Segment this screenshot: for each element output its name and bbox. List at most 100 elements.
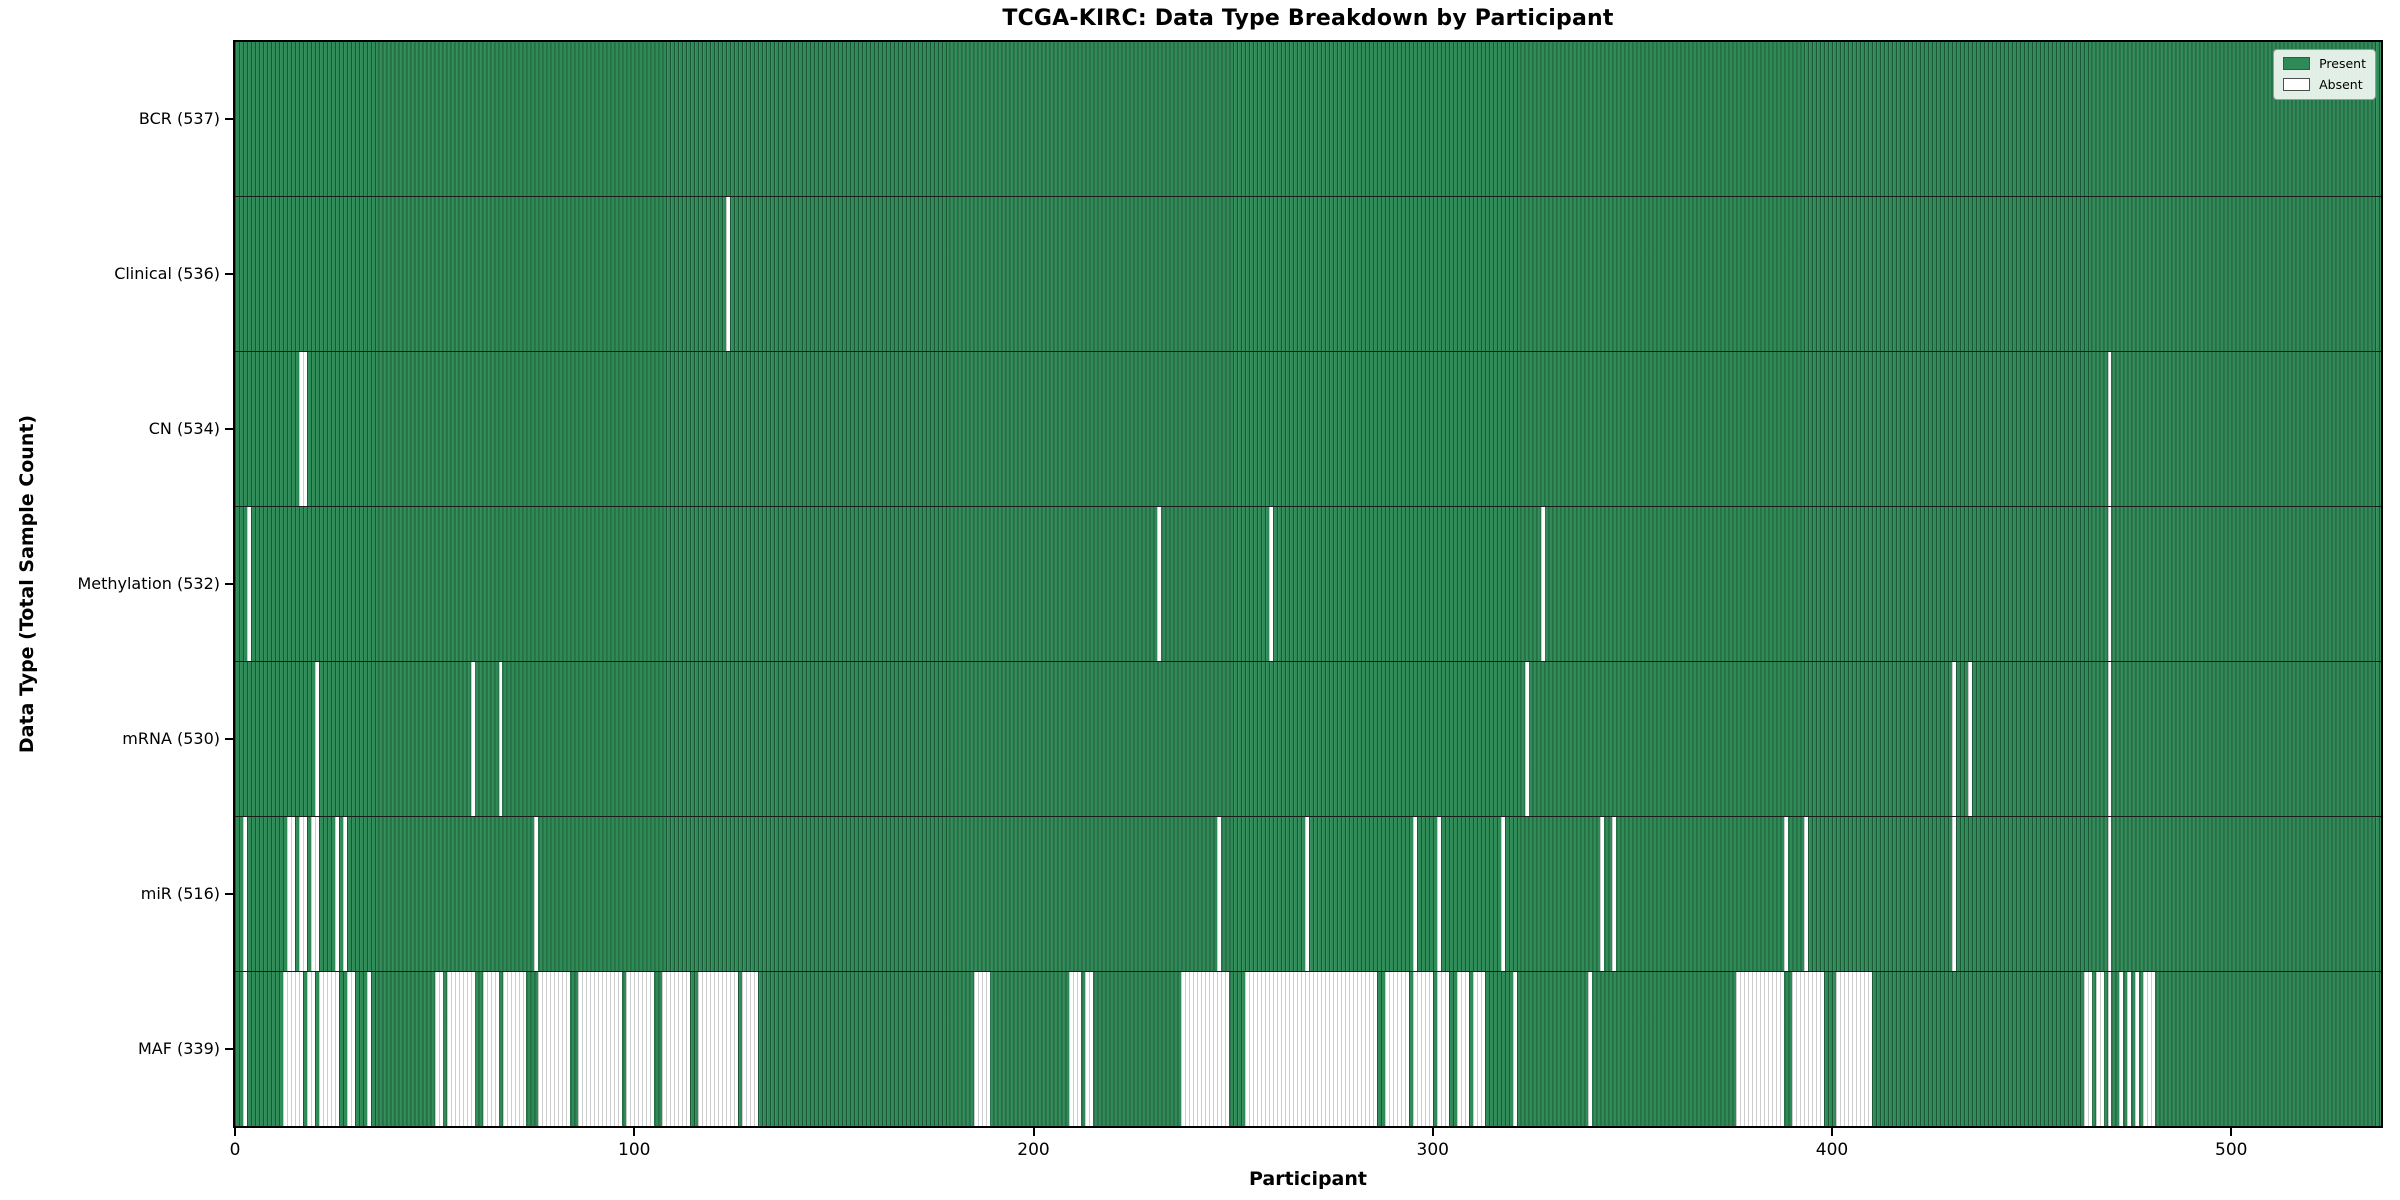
absent-bar (2127, 972, 2132, 1126)
y-tick-mark (225, 737, 233, 740)
absent-bar (1524, 662, 1529, 816)
row-BCR (235, 42, 2381, 197)
absent-bar (1384, 972, 1409, 1126)
row-mRNA (235, 662, 2381, 817)
absent-bar (1736, 972, 1785, 1126)
absent-bar (1512, 972, 1517, 1126)
row-CN (235, 352, 2381, 507)
absent-bar (1500, 817, 1505, 971)
x-tick-mark (234, 1128, 236, 1136)
absent-bar (1804, 817, 1809, 971)
absent-bar (482, 972, 499, 1126)
absent-bar (1181, 972, 1230, 1126)
absent-bar (298, 817, 307, 971)
absent-bar (2095, 972, 2104, 1126)
absent-bar (1269, 507, 1274, 661)
absent-bar (726, 197, 731, 351)
absent-bar (2107, 662, 2112, 816)
absent-bar (1951, 662, 1956, 816)
y-tick-label: miR (516) (140, 883, 220, 903)
absent-bar (973, 972, 990, 1126)
legend-entry: Absent (2283, 77, 2366, 92)
y-tick-label: mRNA (530) (122, 728, 220, 748)
absent-bar (1600, 817, 1605, 971)
y-tick-label: MAF (339) (137, 1038, 220, 1058)
absent-bar (2107, 972, 2112, 1126)
plot-area: Present Absent (233, 40, 2383, 1128)
x-axis-label: Participant (1248, 1168, 1367, 1190)
absent-bar (242, 972, 247, 1126)
absent-bar (1245, 972, 1377, 1126)
absent-bar (286, 817, 295, 971)
absent-bar (2143, 972, 2156, 1126)
absent-bar (1951, 817, 1956, 971)
x-tick-label: 0 (229, 1140, 241, 1160)
absent-bar (346, 972, 355, 1126)
absent-bar (246, 507, 251, 661)
absent-bar (1217, 817, 1222, 971)
absent-bar (538, 972, 571, 1126)
absent-bar (298, 352, 307, 506)
absent-bar (334, 817, 339, 971)
x-tick-mark (2230, 1128, 2233, 1136)
absent-bar (1472, 972, 1485, 1126)
absent-bar (306, 972, 315, 1126)
x-tick-label: 500 (2215, 1140, 2248, 1160)
absent-bar (1412, 972, 1433, 1126)
absent-bar (366, 972, 371, 1126)
y-tick-label: CN (534) (148, 419, 220, 439)
absent-bar (1436, 817, 1441, 971)
chart-title: TCGA-KIRC: Data Type Breakdown by Partic… (1002, 6, 1614, 31)
x-tick-mark (1431, 1128, 1434, 1136)
y-tick-mark (225, 273, 233, 276)
absent-bar (662, 972, 691, 1126)
absent-bar (534, 817, 539, 971)
y-tick-label: Clinical (536) (114, 264, 220, 284)
absent-bar (1305, 817, 1309, 971)
row-MAF (235, 972, 2381, 1126)
absent-bar (626, 972, 655, 1126)
legend: Present Absent (2273, 49, 2376, 100)
y-tick-label: BCR (537) (138, 109, 220, 129)
legend-swatch-icon (2283, 78, 2311, 91)
x-tick-label: 100 (618, 1140, 651, 1160)
absent-bar (2119, 972, 2124, 1126)
x-tick-label: 400 (1815, 1140, 1849, 1160)
absent-bar (2107, 507, 2112, 661)
absent-bar (502, 972, 527, 1126)
absent-bar (1157, 507, 1162, 661)
absent-bar (1836, 972, 1872, 1126)
absent-bar (342, 817, 347, 971)
y-tick-label: Methylation (532) (77, 574, 220, 593)
absent-bar (318, 972, 339, 1126)
legend-label: Present (2319, 56, 2366, 71)
absent-bar (578, 972, 623, 1126)
absent-bar (2135, 972, 2140, 1126)
absent-bar (1456, 972, 1469, 1126)
absent-bar (1085, 972, 1094, 1126)
absent-bar (498, 662, 503, 816)
y-tick-mark (225, 1047, 233, 1050)
legend-swatch-icon (2283, 57, 2311, 70)
y-tick-mark (225, 892, 233, 895)
absent-bar (1436, 972, 1449, 1126)
row-Methylation (235, 507, 2381, 662)
absent-bar (310, 817, 319, 971)
absent-bar (1588, 972, 1593, 1126)
y-tick-mark (225, 583, 233, 585)
absent-bar (470, 662, 475, 816)
row-miR (235, 817, 2381, 972)
y-tick-mark (225, 428, 233, 431)
absent-bar (446, 972, 475, 1126)
x-tick-label: 200 (1017, 1140, 1050, 1160)
x-tick-mark (1032, 1128, 1035, 1136)
absent-bar (742, 972, 759, 1126)
absent-bar (434, 972, 443, 1126)
legend-label: Absent (2319, 77, 2363, 92)
absent-bar (698, 972, 739, 1126)
x-tick-label: 300 (1416, 1140, 1449, 1160)
absent-bar (2107, 817, 2112, 971)
absent-bar (1784, 817, 1789, 971)
absent-bar (1612, 817, 1617, 971)
